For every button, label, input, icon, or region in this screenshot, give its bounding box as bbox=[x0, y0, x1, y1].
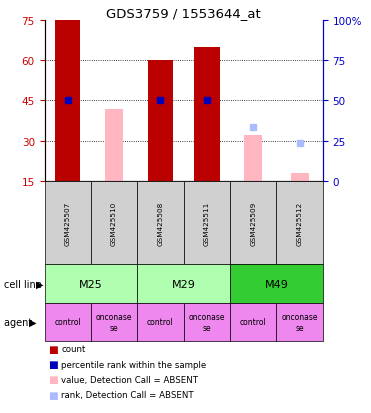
Text: agent: agent bbox=[4, 317, 35, 327]
Text: rank, Detection Call = ABSENT: rank, Detection Call = ABSENT bbox=[61, 390, 194, 399]
Text: onconase
se: onconase se bbox=[188, 313, 225, 332]
Text: ■: ■ bbox=[48, 375, 58, 385]
Text: GSM425507: GSM425507 bbox=[65, 201, 71, 245]
Text: GSM425508: GSM425508 bbox=[157, 201, 164, 245]
Bar bbox=[290, 173, 309, 182]
Text: GSM425510: GSM425510 bbox=[111, 201, 117, 245]
Bar bbox=[105, 109, 123, 182]
Text: GSM425511: GSM425511 bbox=[204, 201, 210, 245]
Text: GSM425512: GSM425512 bbox=[296, 201, 303, 245]
Text: ■: ■ bbox=[48, 390, 58, 400]
Text: M49: M49 bbox=[265, 279, 288, 289]
Bar bbox=[244, 136, 262, 182]
Text: M29: M29 bbox=[172, 279, 196, 289]
Text: control: control bbox=[240, 318, 267, 327]
Text: ▶: ▶ bbox=[29, 317, 36, 327]
Text: onconase
se: onconase se bbox=[96, 313, 132, 332]
Bar bbox=[148, 61, 173, 182]
Text: ■: ■ bbox=[48, 344, 58, 354]
Bar bbox=[194, 47, 220, 182]
Text: M25: M25 bbox=[79, 279, 103, 289]
Text: ▶: ▶ bbox=[36, 279, 43, 289]
Text: cell line: cell line bbox=[4, 279, 45, 289]
Text: ■: ■ bbox=[48, 359, 58, 369]
Text: control: control bbox=[147, 318, 174, 327]
Title: GDS3759 / 1553644_at: GDS3759 / 1553644_at bbox=[106, 7, 261, 19]
Text: value, Detection Call = ABSENT: value, Detection Call = ABSENT bbox=[61, 375, 198, 384]
Bar bbox=[55, 21, 81, 182]
Text: control: control bbox=[54, 318, 81, 327]
Text: percentile rank within the sample: percentile rank within the sample bbox=[61, 360, 207, 369]
Text: GSM425509: GSM425509 bbox=[250, 201, 256, 245]
Text: onconase
se: onconase se bbox=[281, 313, 318, 332]
Text: count: count bbox=[61, 344, 86, 354]
